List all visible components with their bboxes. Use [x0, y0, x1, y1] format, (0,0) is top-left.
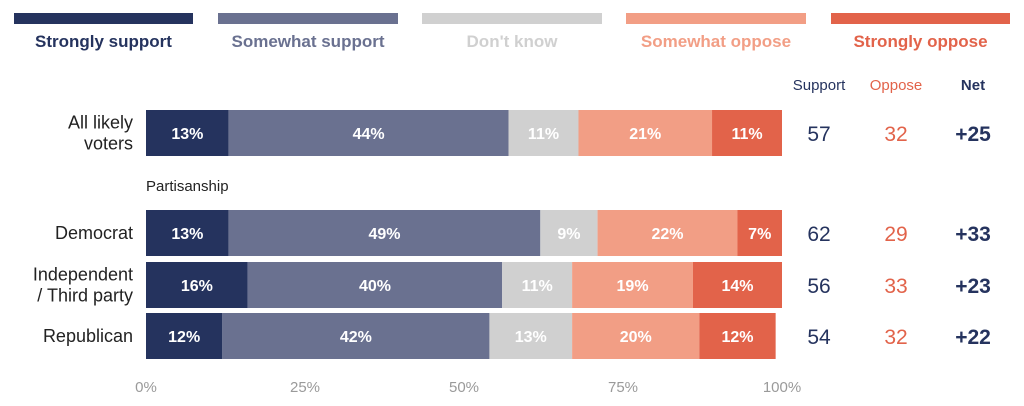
- column-header: Oppose: [870, 77, 923, 94]
- legend-swatch: [831, 13, 1010, 24]
- segment-label: 22%: [652, 226, 684, 243]
- bar-segment: [502, 262, 573, 308]
- oppose-value: 32: [884, 326, 907, 349]
- group-label: Partisanship: [146, 178, 229, 195]
- legend-label: Somewhat support: [231, 32, 384, 51]
- segment-label: 14%: [721, 278, 753, 295]
- x-tick-label: 0%: [135, 379, 157, 396]
- legend-label: Don't know: [467, 32, 559, 51]
- segment-label: 13%: [171, 126, 203, 143]
- legend-label: Strongly support: [35, 32, 172, 51]
- segment-label: 42%: [340, 329, 372, 346]
- net-value: +25: [955, 123, 991, 146]
- segment-label: 19%: [617, 278, 649, 295]
- support-value: 56: [807, 275, 830, 298]
- legend-swatch: [14, 13, 193, 24]
- x-tick-label: 100%: [763, 379, 801, 396]
- legend-label: Strongly oppose: [853, 32, 987, 51]
- legend-swatch: [218, 13, 398, 24]
- legend-label: Somewhat oppose: [641, 32, 791, 51]
- segment-label: 40%: [359, 278, 391, 295]
- bar-segment: [572, 313, 700, 359]
- net-value: +33: [955, 223, 991, 246]
- segment-label: 13%: [515, 329, 547, 346]
- category-label: All likely: [68, 113, 133, 133]
- bar-segment: [737, 210, 782, 256]
- segment-label: 7%: [748, 226, 771, 243]
- category-label: / Third party: [37, 286, 133, 306]
- bar-segment: [540, 210, 598, 256]
- segment-label: 20%: [620, 329, 652, 346]
- segment-label: 13%: [171, 226, 203, 243]
- net-value: +22: [955, 326, 991, 349]
- support-value: 57: [807, 123, 830, 146]
- category-label: Democrat: [55, 223, 133, 243]
- bar-segment: [146, 262, 248, 308]
- bar-segment: [146, 313, 223, 359]
- segment-label: 9%: [557, 226, 580, 243]
- bar-segment: [572, 262, 693, 308]
- segment-label: 11%: [522, 278, 553, 295]
- bar-segment: [228, 210, 541, 256]
- support-value: 54: [807, 326, 831, 349]
- bar-segment: [146, 110, 229, 156]
- legend-swatch: [422, 13, 602, 24]
- category-label: Independent: [33, 265, 133, 285]
- oppose-value: 33: [884, 275, 907, 298]
- segment-label: 12%: [168, 329, 200, 346]
- bar-segment: [699, 313, 776, 359]
- category-label: voters: [84, 134, 133, 154]
- bar-segment: [489, 313, 573, 359]
- segment-label: 21%: [629, 126, 661, 143]
- bar-segment: [247, 262, 503, 308]
- column-header: Net: [961, 77, 985, 94]
- x-tick-label: 75%: [608, 379, 638, 396]
- segment-label: 44%: [353, 126, 385, 143]
- column-header: Support: [793, 77, 846, 94]
- net-value: +23: [955, 275, 991, 298]
- bar-segment: [692, 262, 782, 308]
- oppose-value: 29: [884, 223, 907, 246]
- segment-label: 49%: [368, 226, 400, 243]
- bar-segment: [578, 110, 713, 156]
- support-value: 62: [807, 223, 830, 246]
- segment-label: 11%: [731, 126, 762, 143]
- bar-segment: [222, 313, 490, 359]
- bar-segment: [712, 110, 782, 156]
- bar-segment: [228, 110, 509, 156]
- segment-label: 11%: [528, 126, 559, 143]
- segment-label: 16%: [181, 278, 213, 295]
- oppose-value: 32: [884, 123, 907, 146]
- segment-label: 12%: [721, 329, 753, 346]
- legend-swatch: [626, 13, 806, 24]
- bar-segment: [597, 210, 738, 256]
- category-label: Republican: [43, 326, 133, 346]
- bar-segment: [146, 210, 229, 256]
- x-tick-label: 25%: [290, 379, 320, 396]
- bar-segment: [508, 110, 579, 156]
- x-tick-label: 50%: [449, 379, 479, 396]
